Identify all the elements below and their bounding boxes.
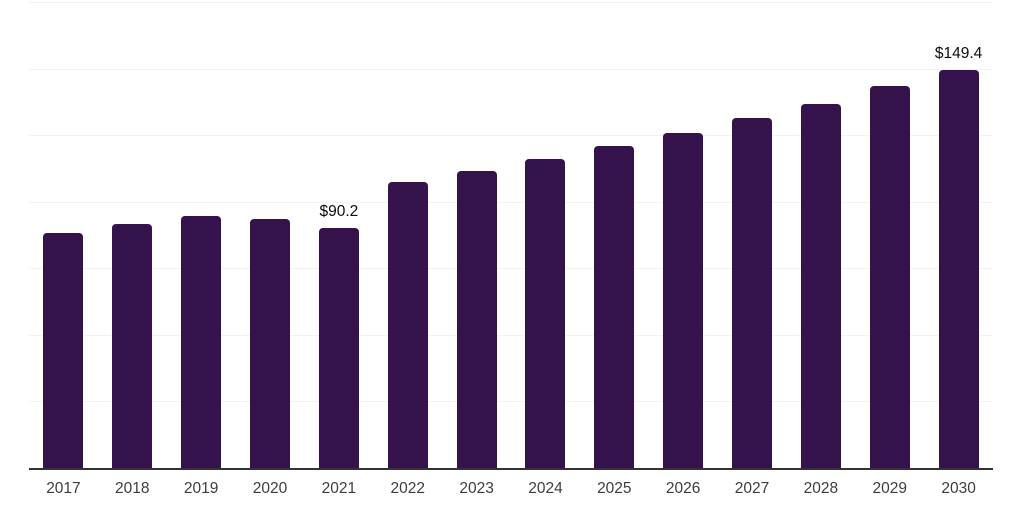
bar-2028[interactable]: [800, 104, 841, 468]
x-axis: 2017 2018 2019 2020 2021 2022 2023 2024 2025 2026…: [29, 480, 993, 498]
bar-slot-2020: [236, 2, 305, 468]
x-tick-2029: 2029: [872, 480, 907, 497]
gridline-125: [29, 135, 993, 137]
x-tick-2017: 2017: [46, 480, 81, 497]
gridline-75: [29, 268, 993, 270]
gridline-50: [29, 334, 993, 336]
gridline-175: [29, 2, 993, 3]
bars-layer: $90.2 $149.4: [29, 2, 993, 468]
data-label-2030: $149.4: [934, 45, 983, 63]
bar-slot-2029: [855, 2, 924, 468]
x-tick-2020: 2020: [252, 480, 288, 497]
x-tick-2019: 2019: [183, 480, 219, 497]
x-tick-2025: 2025: [597, 480, 632, 497]
x-tick-2027: 2027: [734, 480, 770, 497]
gridline-25: [29, 401, 993, 403]
gridline-150: [29, 68, 993, 70]
bar-2026[interactable]: [663, 133, 704, 468]
bar-slot-2017: [29, 2, 98, 468]
bar-slot-2021: $90.2: [304, 2, 373, 468]
x-tick-2024: 2024: [528, 480, 563, 497]
bar-2029[interactable]: [869, 86, 910, 468]
x-tick-2018: 2018: [115, 480, 150, 497]
bar-slot-2025: [580, 2, 649, 468]
bar-slot-2028: [786, 2, 855, 468]
bar-2022[interactable]: [387, 182, 428, 468]
bar-slot-2024: [511, 2, 580, 468]
x-tick-2026: 2026: [665, 480, 701, 497]
bar-slot-2026: [649, 2, 718, 468]
bar-slot-2018: [98, 2, 167, 468]
bar-2021[interactable]: [318, 227, 359, 468]
bar-2024[interactable]: [525, 159, 566, 468]
plot-area: $90.2 $149.4: [29, 2, 993, 470]
bar-2030[interactable]: [938, 70, 979, 468]
x-tick-2030: 2030: [941, 480, 976, 497]
bar-2017[interactable]: [43, 232, 84, 468]
gridline-100: [29, 201, 993, 203]
bar-2020[interactable]: [250, 219, 290, 468]
x-tick-2022: 2022: [390, 480, 425, 497]
bar-slot-2023: [442, 2, 511, 468]
bar-slot-2022: [373, 2, 442, 468]
data-label-2021: $90.2: [319, 202, 359, 220]
bar-2027[interactable]: [732, 118, 773, 468]
bar-2025[interactable]: [594, 146, 635, 468]
bar-slot-2030: $149.4: [924, 2, 993, 468]
x-tick-2021: 2021: [321, 480, 357, 497]
bar-slot-2019: [167, 2, 236, 468]
x-tick-2023: 2023: [459, 480, 494, 497]
bar-slot-2027: [718, 2, 787, 468]
bar-2023[interactable]: [456, 171, 497, 468]
x-tick-2028: 2028: [803, 480, 839, 497]
bar-2019[interactable]: [181, 216, 222, 468]
bar-2018[interactable]: [112, 224, 153, 468]
